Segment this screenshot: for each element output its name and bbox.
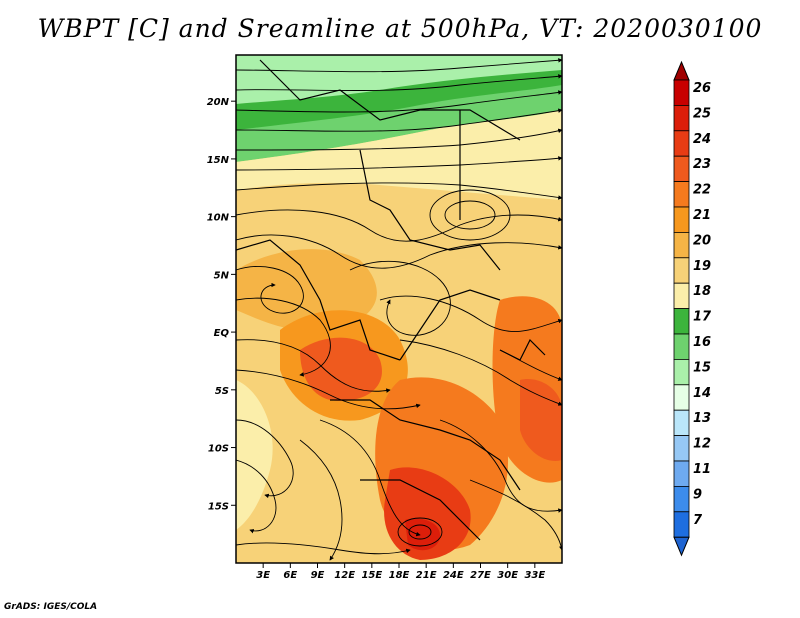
y-tick-label: 5N (214, 270, 230, 281)
colorbar-swatch (673, 181, 690, 208)
colorbar-swatch (673, 460, 690, 487)
x-tick-label: 9E (311, 570, 325, 581)
wbpt-field (236, 55, 562, 563)
x-tick-label: 33E (524, 570, 545, 581)
colorbar-label: 26 (693, 81, 711, 96)
colorbar-label: 16 (693, 335, 711, 350)
colorbar-swatch (673, 409, 690, 437)
colorbar-swatch (673, 105, 690, 132)
x-tick-label: 27E (470, 570, 491, 581)
x-tick-label: 15E (361, 570, 382, 581)
colorbar-label: 18 (693, 284, 711, 299)
y-tick-label: 15N (207, 155, 230, 166)
colorbar-swatch (673, 384, 690, 411)
colorbar-swatch (673, 231, 690, 259)
colorbar-swatch (673, 79, 690, 106)
colorbar-label: 24 (693, 132, 711, 147)
colorbar-swatch (673, 282, 690, 310)
colorbar-bottom-arrow (673, 536, 690, 557)
x-tick-label: 6E (283, 570, 297, 581)
grads-footer: GrADS: IGES/COLA (4, 602, 98, 612)
y-tick-label: 10N (207, 213, 230, 224)
y-axis-ticks: 20N 15N 10N 5N EQ 5S 10S 15S (207, 97, 236, 512)
colorbar-label: 14 (693, 386, 711, 401)
colorbar-label: 20 (693, 233, 711, 248)
colorbar-label: 11 (693, 462, 711, 477)
colorbar-swatch (673, 485, 690, 513)
colorbar-label: 9 (693, 487, 702, 502)
colorbar: 26 25 24 23 22 21 20 19 18 17 16 15 14 13 12 11 9 7 (673, 60, 712, 557)
x-tick-label: 18E (389, 570, 410, 581)
y-tick-label: EQ (214, 328, 230, 339)
colorbar-swatch (673, 358, 690, 386)
colorbar-label: 19 (693, 259, 711, 274)
colorbar-label: 7 (693, 513, 703, 528)
colorbar-label: 21 (693, 208, 711, 223)
x-tick-label: 12E (334, 570, 355, 581)
y-tick-label: 20N (207, 97, 230, 108)
y-tick-label: 15S (208, 501, 229, 512)
x-tick-label: 30E (497, 570, 518, 581)
colorbar-label: 13 (693, 411, 711, 426)
x-axis-ticks: 3E 6E 9E 12E 15E 18E 21E 24E 27E 30E 33E (256, 563, 545, 581)
map-title: WBPT [C] and Sreamline at 500hPa, VT: 20… (37, 14, 763, 43)
colorbar-swatch (673, 333, 690, 360)
y-tick-label: 10S (208, 444, 229, 455)
colorbar-label: 15 (693, 360, 711, 375)
colorbar-swatch (673, 130, 690, 157)
y-tick-label: 5S (215, 386, 229, 397)
x-tick-label: 21E (416, 570, 437, 581)
colorbar-swatch (673, 511, 690, 538)
x-tick-label: 24E (443, 570, 464, 581)
colorbar-label: 25 (693, 106, 711, 121)
colorbar-swatch (673, 308, 690, 335)
colorbar-label: 23 (693, 157, 711, 172)
colorbar-label: 12 (693, 437, 711, 452)
colorbar-swatch (673, 257, 690, 284)
colorbar-swatch (673, 206, 690, 233)
colorbar-label: 22 (693, 183, 711, 198)
colorbar-swatch (673, 435, 690, 462)
colorbar-swatch (673, 155, 690, 182)
colorbar-top-arrow (673, 60, 690, 81)
colorbar-label: 17 (693, 310, 712, 325)
x-tick-label: 3E (256, 570, 270, 581)
